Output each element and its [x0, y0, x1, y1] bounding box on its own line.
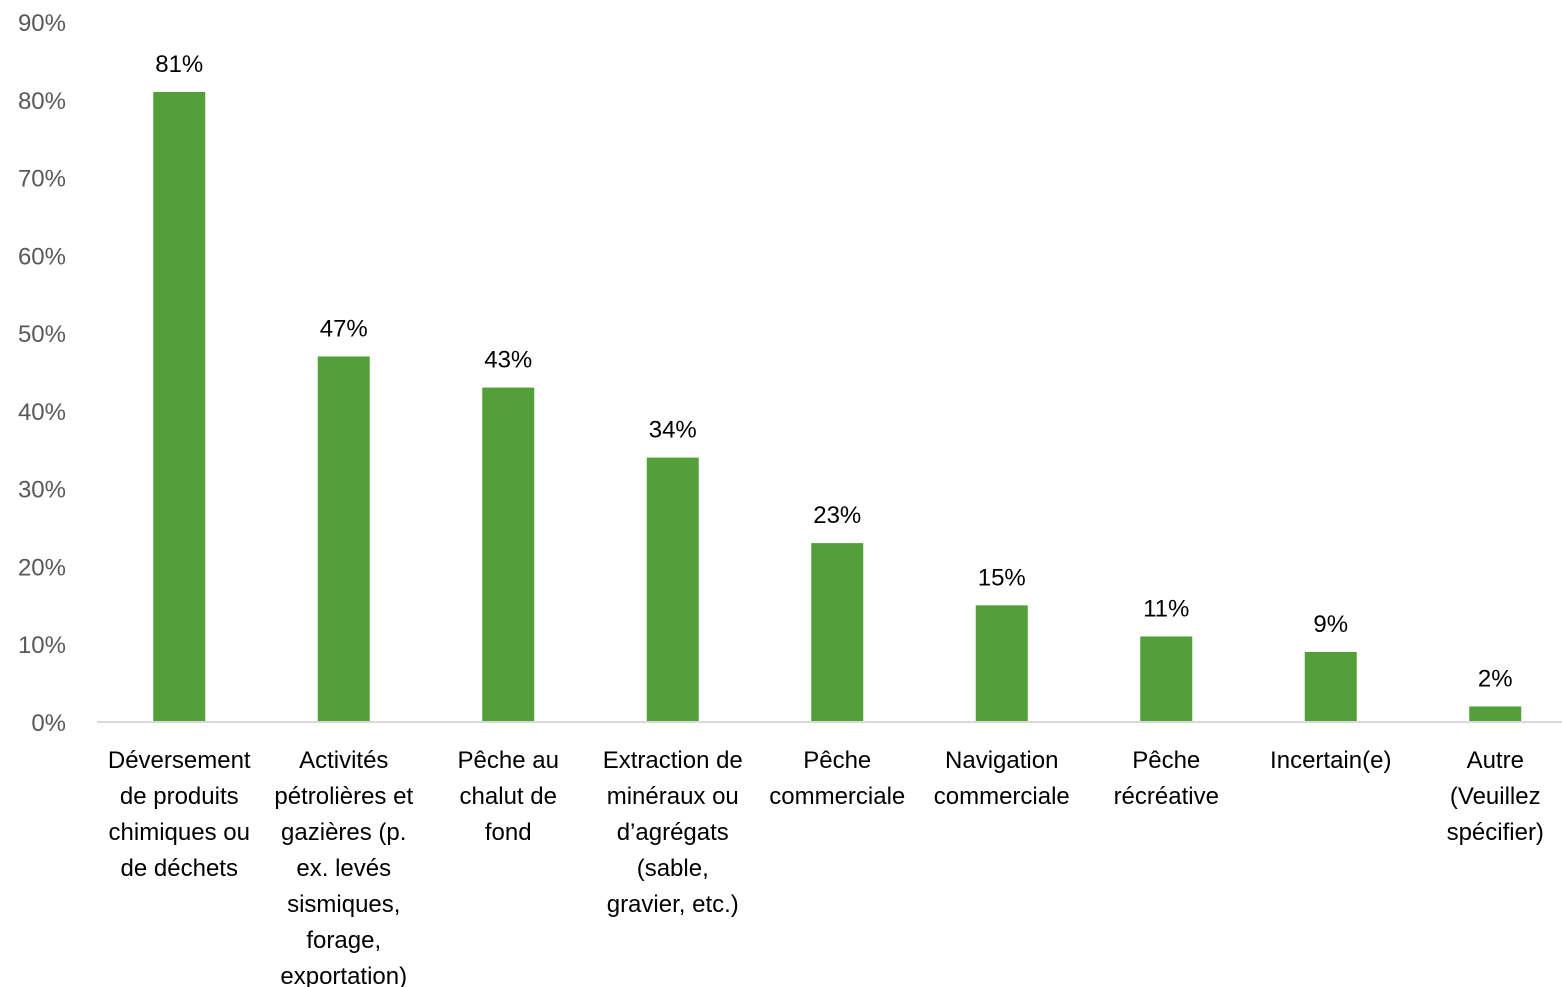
category-label: Pêche commerciale: [769, 747, 905, 810]
category-label-line: Pêche: [803, 747, 871, 774]
bar: [1469, 706, 1522, 722]
data-label: 47%: [320, 315, 368, 342]
bar: [646, 457, 699, 722]
data-label: 34%: [649, 417, 697, 444]
category-label: Pêche récréative: [1114, 747, 1219, 810]
category-label-line: minéraux ou: [607, 783, 739, 810]
category-label-line: forage,: [306, 927, 381, 954]
data-label: 81%: [155, 51, 203, 78]
category-label-line: de produits: [120, 783, 239, 810]
category-label: Incertain(e): [1270, 747, 1391, 774]
bar: [482, 387, 535, 722]
category-label-line: spécifier): [1447, 819, 1544, 846]
bar: [153, 92, 206, 722]
category-labels: Déversement de produits chimiques ou de déc…: [108, 747, 1544, 987]
category-label-line: gazières (p.: [281, 819, 406, 846]
category-label-line: (Veuillez: [1450, 783, 1541, 810]
category-label: Activités pétrolières et gazières (p. ex. l…: [274, 747, 413, 987]
category-label-line: commerciale: [769, 783, 905, 810]
category-label-line: chimiques ou: [109, 819, 250, 846]
category-label-line: ex. levés: [296, 855, 391, 882]
category-label-line: chalut de: [460, 783, 557, 810]
category-label-line: Navigation: [945, 747, 1058, 774]
bar: [1140, 636, 1193, 722]
y-tick-label: 80%: [18, 88, 66, 115]
data-label: 23%: [813, 502, 861, 529]
y-tick-label: 70%: [18, 166, 66, 193]
category-label-line: Pêche au: [458, 747, 559, 774]
bar: [975, 605, 1028, 722]
category-label-line: gravier, etc.): [607, 891, 739, 918]
y-axis-labels: 0% 10% 20% 30% 40% 50% 60% 70% 80% 90%: [18, 10, 66, 737]
y-tick-label: 20%: [18, 554, 66, 581]
category-label-line: Pêche: [1132, 747, 1200, 774]
data-label: 9%: [1313, 611, 1348, 638]
bars: [153, 92, 1522, 722]
bar: [811, 543, 864, 722]
category-label-line: pétrolières et: [274, 783, 413, 810]
y-tick-label: 40%: [18, 399, 66, 426]
bar: [1304, 652, 1357, 722]
category-label-line: de déchets: [121, 855, 238, 882]
y-tick-label: 30%: [18, 477, 66, 504]
category-label-line: fond: [485, 819, 532, 846]
y-tick-label: 90%: [18, 10, 66, 37]
category-label: Pêche au chalut de fond: [458, 747, 559, 846]
category-label-line: Autre: [1467, 747, 1524, 774]
data-label: 2%: [1478, 665, 1513, 692]
category-label-line: (sable,: [637, 855, 709, 882]
category-label-line: Déversement: [108, 747, 251, 774]
category-label-line: Incertain(e): [1270, 747, 1391, 774]
data-label: 11%: [1143, 595, 1189, 622]
category-label-line: commerciale: [934, 783, 1070, 810]
y-tick-label: 50%: [18, 321, 66, 348]
y-tick-label: 0%: [31, 710, 66, 737]
category-label-line: Extraction de: [603, 747, 743, 774]
category-label: Extraction de minéraux ou d’agrégats (sable…: [603, 747, 743, 918]
category-label-line: d’agrégats: [617, 819, 729, 846]
category-label-line: récréative: [1114, 783, 1219, 810]
y-tick-label: 60%: [18, 243, 66, 270]
category-label-line: Activités: [299, 747, 388, 774]
data-label: 15%: [978, 564, 1026, 591]
category-label: Navigation commerciale: [934, 747, 1070, 810]
data-labels: 81% 47% 43% 34% 23% 15% 11% 9% 2%: [155, 51, 1512, 692]
category-label-line: exportation): [280, 963, 407, 987]
y-tick-label: 10%: [18, 632, 66, 659]
category-label: Déversement de produits chimiques ou de déc…: [108, 747, 251, 882]
category-label-line: sismiques,: [287, 891, 400, 918]
bar: [317, 356, 370, 722]
category-label: Autre (Veuillez spécifier): [1447, 747, 1544, 846]
data-label: 43%: [484, 347, 532, 374]
